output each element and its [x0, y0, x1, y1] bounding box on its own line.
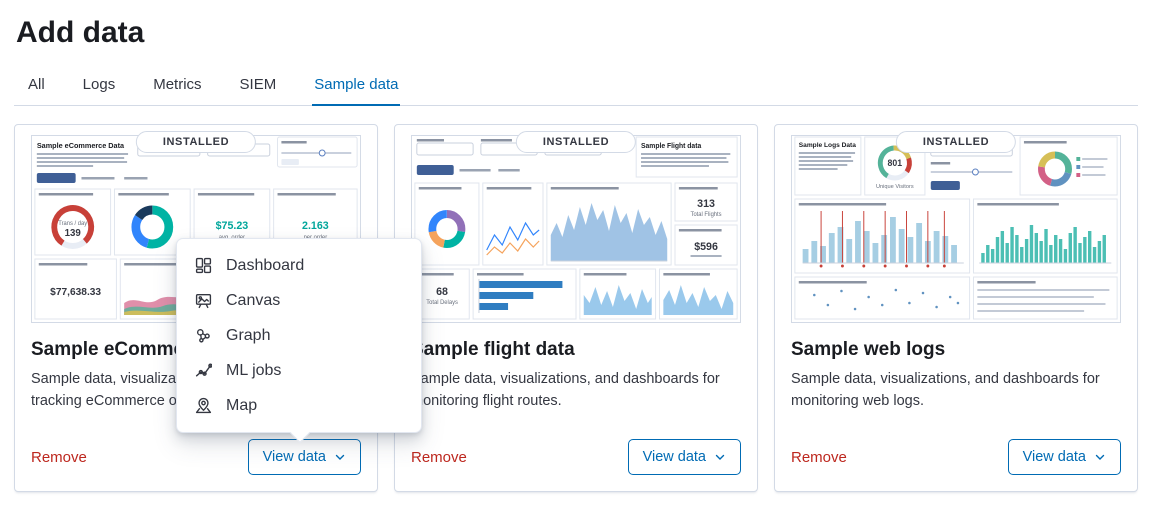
card-title: Sample web logs	[791, 339, 946, 360]
view-data-button[interactable]: View data	[247, 439, 361, 475]
remove-link[interactable]: Remove	[791, 448, 847, 466]
view-data-label: View data	[642, 449, 706, 465]
canvas-icon	[195, 292, 212, 309]
card-footer: Remove View data	[791, 439, 1121, 475]
ml-jobs-icon	[195, 362, 212, 379]
menu-item-ml-jobs[interactable]: ML jobs	[177, 353, 421, 388]
thumb-avg-qty: 2.163	[302, 220, 329, 232]
dashboard-icon	[195, 257, 212, 274]
menu-item-map[interactable]: Map	[177, 388, 421, 423]
card-footer: Remove View data	[411, 439, 741, 475]
chevron-down-icon	[715, 454, 725, 460]
thumb-avg-price: $75.23	[216, 220, 249, 232]
menu-item-label: ML jobs	[226, 361, 282, 379]
thumb-avg-price-label: avg. order	[219, 235, 245, 241]
card-description: Sample data, visualizations, and dashboa…	[411, 371, 720, 409]
thumb-total-flights: 313	[697, 198, 715, 210]
thumb-total-flights-label: Total Flights	[691, 212, 722, 218]
view-data-label: View data	[262, 449, 326, 465]
thumb-delays: 68	[436, 286, 448, 298]
thumb-heading: Sample Logs Data	[799, 142, 856, 149]
flights-dashboard-thumbnail: Sample Flight data	[411, 135, 741, 323]
tab-siem[interactable]: SIEM	[239, 76, 277, 93]
thumb-revenue: $77,638.33	[50, 287, 101, 298]
view-data-button[interactable]: View data	[627, 439, 741, 475]
thumb-heading: Sample Flight data	[641, 143, 701, 150]
card-description: Sample data, visualizations, and dashboa…	[791, 371, 1100, 409]
chevron-down-icon	[1095, 454, 1105, 460]
thumb-avg-qty-label: per order	[304, 235, 328, 241]
menu-item-label: Dashboard	[226, 256, 305, 274]
menu-item-label: Canvas	[226, 291, 281, 309]
view-data-popover: Dashboard Canvas Graph	[176, 238, 422, 443]
chevron-down-icon	[335, 454, 345, 460]
card-sample-ecommerce: INSTALLED Sample eCommerce Data	[14, 124, 378, 492]
remove-link[interactable]: Remove	[411, 448, 467, 466]
web-logs-dashboard-thumbnail: Sample Logs Data 801 Unique Visitors	[791, 135, 1121, 323]
thumb-heading: Sample eCommerce Data	[37, 141, 125, 150]
card-grid: INSTALLED Sample eCommerce Data	[14, 124, 1138, 492]
thumb-visitors-label: Unique Visitors	[876, 184, 914, 190]
remove-link[interactable]: Remove	[31, 448, 87, 466]
installed-badge: INSTALLED	[895, 131, 1017, 153]
tab-metrics[interactable]: Metrics	[153, 76, 202, 93]
menu-item-graph[interactable]: Graph	[177, 318, 421, 353]
card-title: Sample flight data	[411, 339, 575, 360]
tab-logs[interactable]: Logs	[82, 76, 116, 93]
thumb-gauge-value: 139	[65, 228, 82, 239]
map-icon	[195, 397, 212, 414]
card-sample-flights: INSTALLED Sample Flight data	[394, 124, 758, 492]
menu-item-dashboard[interactable]: Dashboard	[177, 248, 421, 283]
tab-sample-data[interactable]: Sample data	[312, 68, 401, 106]
menu-item-label: Map	[226, 396, 258, 414]
thumb-avg-ticket: $596	[694, 241, 718, 253]
add-data-page: Add data All Logs Metrics SIEM Sample da…	[14, 16, 1138, 492]
view-data-label: View data	[1022, 449, 1086, 465]
thumb-visitors: 801	[888, 158, 903, 168]
thumb-gauge-label: Trans / day	[58, 221, 87, 227]
menu-item-label: Graph	[226, 326, 271, 344]
installed-badge: INSTALLED	[515, 131, 637, 153]
installed-badge: INSTALLED	[135, 131, 257, 153]
thumb-delays-label: Total Delays	[426, 300, 458, 306]
tab-bar: All Logs Metrics SIEM Sample data	[14, 68, 1138, 106]
graph-icon	[195, 327, 212, 344]
view-data-button[interactable]: View data	[1007, 439, 1121, 475]
menu-item-canvas[interactable]: Canvas	[177, 283, 421, 318]
card-footer: Remove View data	[31, 439, 361, 475]
page-title: Add data	[16, 16, 145, 49]
tab-all[interactable]: All	[28, 76, 45, 93]
card-sample-web-logs: INSTALLED Sample Logs Data	[774, 124, 1138, 492]
